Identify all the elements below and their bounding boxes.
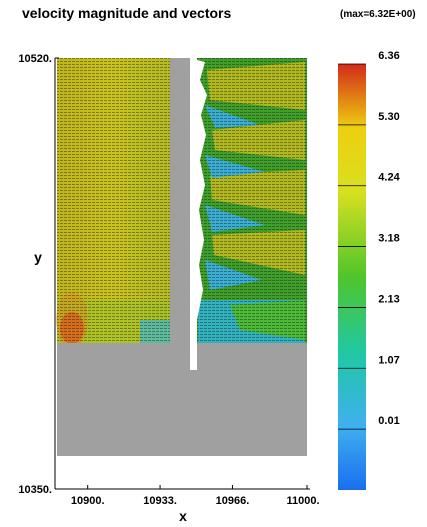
- separation-zone: [197, 60, 207, 320]
- x-ticks: 10900. 10933. 10966. 11000.: [71, 485, 320, 507]
- left-ramp-wall: [57, 343, 170, 456]
- x-tick-label: 10966.: [216, 495, 250, 507]
- colorbar: [338, 64, 366, 490]
- x-tick-label: 10933.: [143, 495, 177, 507]
- right-flow-vectors: [197, 58, 307, 393]
- y-axis-label: y: [34, 249, 42, 265]
- colorbar-tick-label: 4.24: [378, 172, 400, 184]
- y-tick-label: 10350.: [18, 484, 52, 496]
- y-ticks: 10520. 10350.: [18, 53, 59, 496]
- velocity-field: [56, 58, 307, 456]
- central-pier: [170, 58, 190, 370]
- colorbar-tick-label: 0.01: [378, 415, 399, 427]
- x-tick-label: 11000.: [286, 495, 319, 507]
- chart-title: velocity magnitude and vectors: [22, 5, 232, 21]
- pier-gap: [190, 58, 197, 370]
- right-ramp-wall: [190, 370, 307, 456]
- colorbar-tick-label: 6.36: [378, 50, 399, 62]
- colorbar-tick-label: 2.13: [378, 293, 399, 305]
- left-flow-vectors: [57, 58, 170, 363]
- x-axis-label: x: [179, 508, 187, 524]
- y-tick-label: 10520.: [18, 53, 52, 65]
- colorbar-ticks: 6.36 5.30 4.24 3.18 2.13 1.07 0.01: [338, 50, 401, 430]
- colorbar-tick-label: 1.07: [378, 354, 399, 366]
- max-value-note: (max=6.32E+00): [340, 9, 416, 20]
- axes: y x: [34, 58, 310, 524]
- colorbar-ramp: [338, 64, 366, 490]
- colorbar-tick-label: 5.30: [378, 111, 399, 123]
- colorbar-tick-label: 3.18: [378, 233, 399, 245]
- x-tick-label: 10900.: [71, 495, 105, 507]
